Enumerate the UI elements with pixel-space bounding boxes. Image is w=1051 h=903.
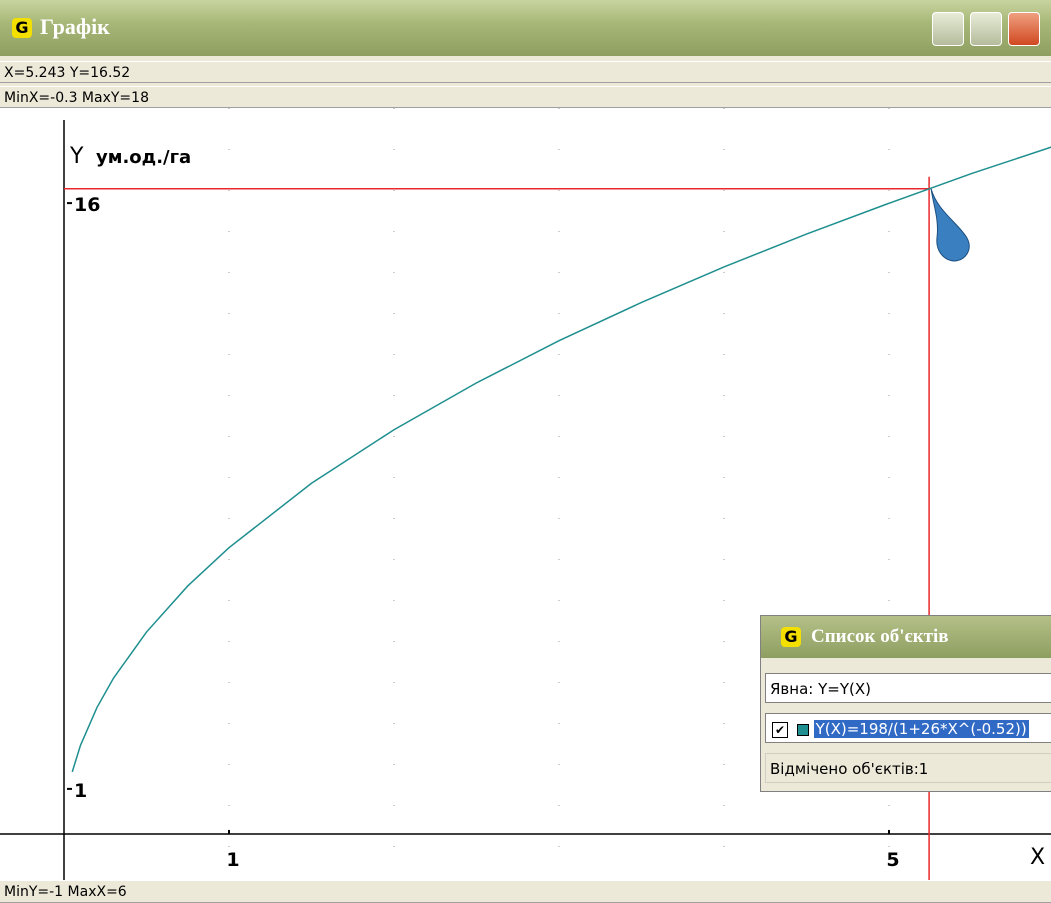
object-item[interactable]: ✔ Y(X)=198/(1+26*X^(-0.52)): [765, 713, 1051, 743]
type-field[interactable]: Явна: Y=Y(X): [765, 673, 1051, 703]
objects-title-text: Список об'єктів: [811, 626, 949, 647]
y-axis-unit: ум.од./га: [96, 147, 191, 168]
window: G Графік X=5.243 Y=16.52 MinX=-0.3 MaxY=…: [0, 0, 1051, 903]
maximize-button[interactable]: [970, 12, 1002, 46]
window-title: Графік: [40, 14, 110, 40]
range-status: MinX=-0.3 MaxY=18: [0, 86, 1051, 108]
y-tick-label: 1: [74, 780, 87, 802]
minimize-button[interactable]: [932, 12, 964, 46]
y-axis-label: Y: [69, 144, 84, 169]
y-tick-label: 16: [74, 194, 100, 216]
bottom-status: MinY=-1 MaxX=6: [0, 880, 1051, 903]
close-button[interactable]: [1008, 12, 1040, 46]
checkbox[interactable]: ✔: [772, 722, 788, 738]
x-tick-label: 5: [886, 849, 899, 871]
series-swatch: [797, 724, 809, 736]
app-icon: G: [12, 18, 32, 38]
x-axis-label: X: [1030, 845, 1045, 870]
x-tick-label: 1: [226, 849, 239, 871]
series-name: Y(X)=198/(1+26*X^(-0.52)): [814, 720, 1029, 738]
title-bar: G Графік: [0, 0, 1051, 56]
objects-status: Відмічено об'єктів:1: [765, 753, 1051, 783]
cursor-status: X=5.243 Y=16.52: [0, 61, 1051, 83]
